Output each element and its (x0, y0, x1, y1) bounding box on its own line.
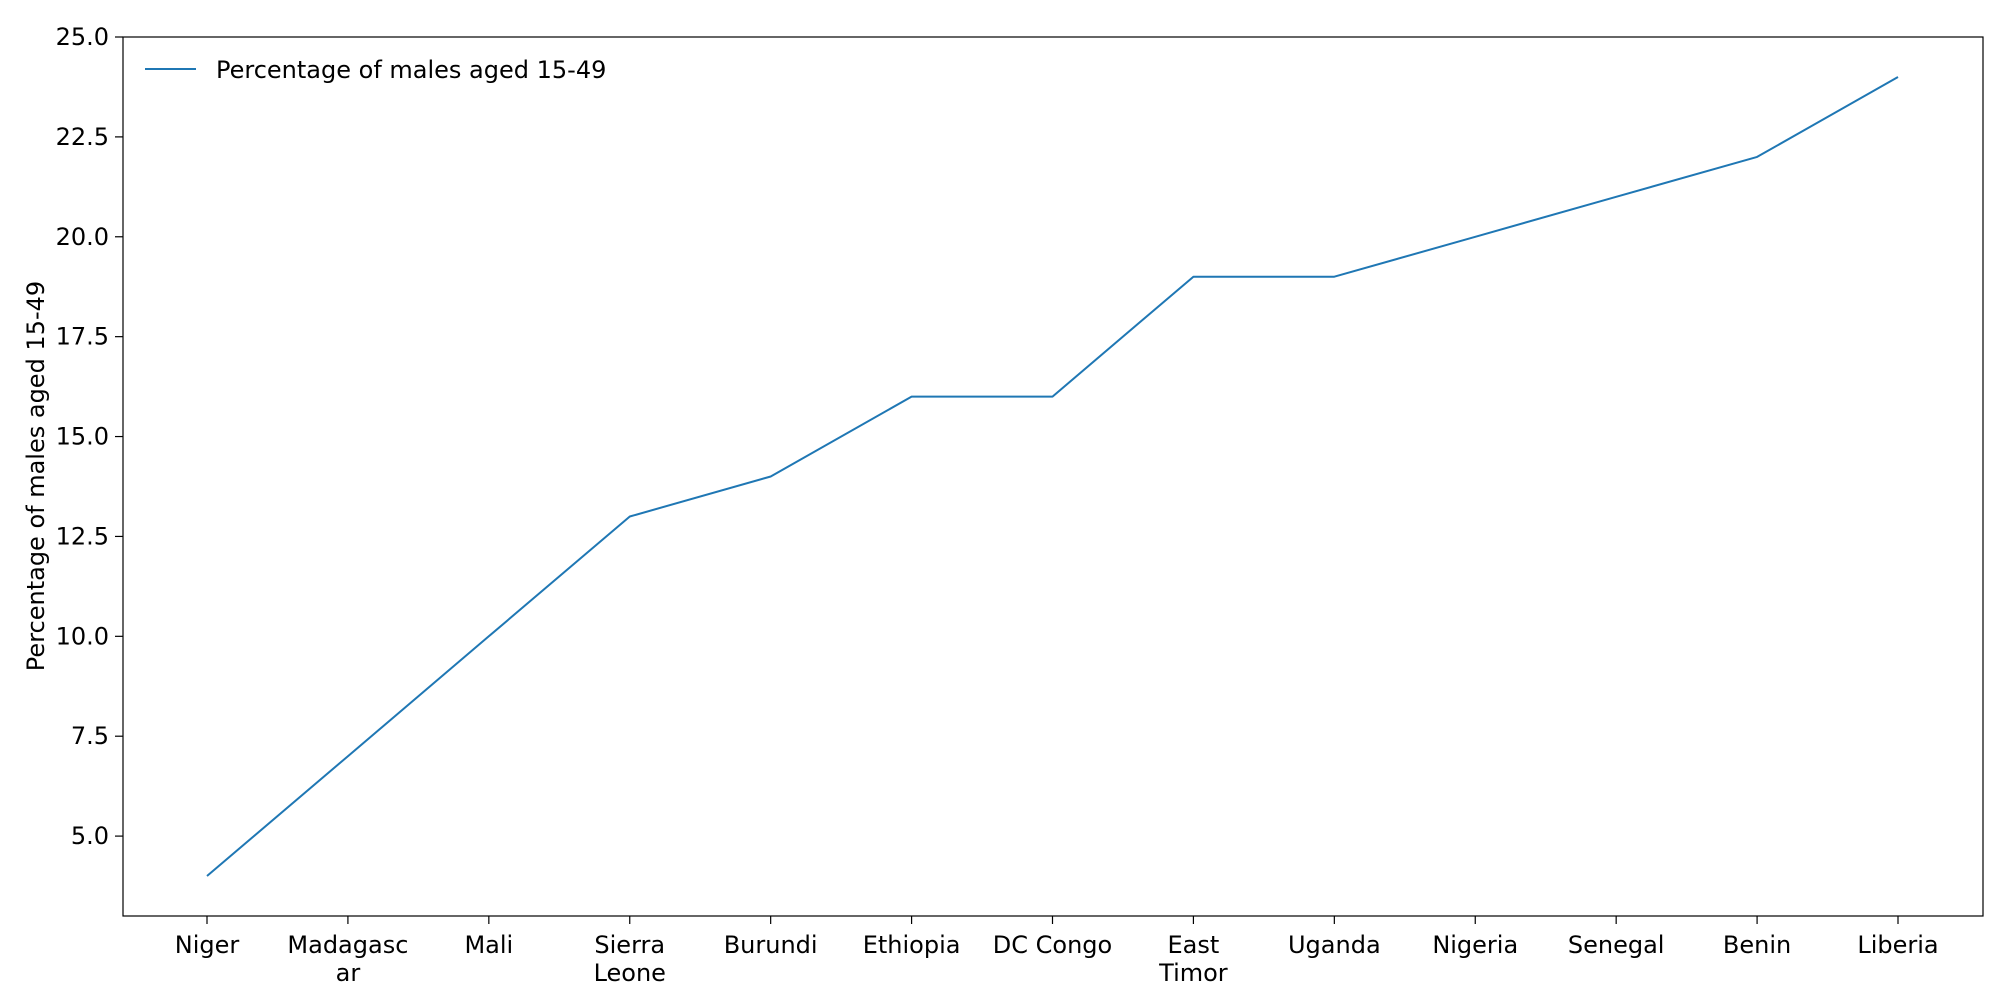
x-tick-label: Sierra Leone (594, 931, 666, 987)
x-axis: Niger Madagasc ar Mali Sierra Leone Burundi Eth… (175, 916, 1939, 987)
x-tick-label: Burundi (724, 931, 818, 959)
y-tick-label: 12.5 (56, 522, 109, 550)
x-tick-label: East Timor (1158, 931, 1228, 987)
y-tick-label: 15.0 (56, 423, 109, 451)
x-tick-label-line: Leone (594, 959, 666, 987)
x-tick-label-line: Timor (1158, 959, 1228, 987)
x-tick-label: Ethiopia (863, 931, 961, 959)
x-tick-label-line: East (1168, 931, 1220, 959)
x-tick-label-line: Liberia (1857, 931, 1938, 959)
x-tick-label-line: Benin (1723, 931, 1791, 959)
x-tick-label-line: Burundi (724, 931, 818, 959)
x-tick-label-line: Madagasc (287, 931, 408, 959)
y-tick-label: 7.5 (71, 722, 109, 750)
y-axis-label: Percentage of males aged 15-49 (22, 281, 50, 671)
plot-area (122, 36, 1984, 917)
x-tick-label-line: Uganda (1288, 931, 1381, 959)
y-tick-label: 20.0 (56, 223, 109, 251)
x-tick-label-line: Ethiopia (863, 931, 961, 959)
x-tick-label-line: Mali (464, 931, 513, 959)
y-tick-label: 5.0 (71, 822, 109, 850)
legend: Percentage of males aged 15-49 (145, 56, 606, 84)
x-tick-label-line: DC Congo (993, 931, 1112, 959)
x-tick-label-line: Senegal (1568, 931, 1665, 959)
x-tick-label: DC Congo (993, 931, 1112, 959)
x-tick-label: Niger (175, 931, 240, 959)
y-tick-label: 25.0 (56, 23, 109, 51)
y-tick-label: 17.5 (56, 323, 109, 351)
x-tick-label-line: Nigeria (1432, 931, 1518, 959)
x-tick-label: Mali (464, 931, 513, 959)
x-tick-label: Senegal (1568, 931, 1665, 959)
y-tick-label: 22.5 (56, 123, 109, 151)
y-tick-label: 10.0 (56, 622, 109, 650)
y-axis: 5.0 7.5 10.0 12.5 15.0 17.5 20.0 22.5 25.0 (56, 23, 123, 850)
x-tick-label: Nigeria (1432, 931, 1518, 959)
x-tick-label-line: ar (336, 959, 361, 987)
x-tick-label: Madagasc ar (287, 931, 408, 987)
x-tick-label: Liberia (1857, 931, 1938, 959)
x-tick-label: Benin (1723, 931, 1791, 959)
x-tick-label-line: Sierra (594, 931, 665, 959)
x-tick-label-line: Niger (175, 931, 240, 959)
series-line (206, 76, 1899, 877)
series-layer (206, 76, 1899, 877)
x-tick-label: Uganda (1288, 931, 1381, 959)
legend-label: Percentage of males aged 15-49 (216, 56, 606, 84)
